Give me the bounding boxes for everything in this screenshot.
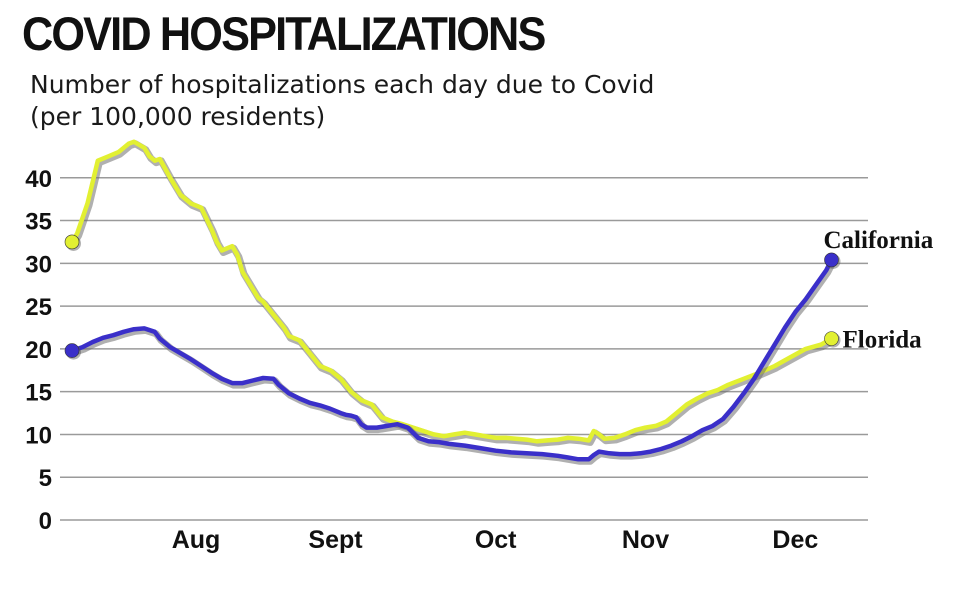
series-lines <box>69 139 837 465</box>
california-line-shadow <box>70 258 837 465</box>
florida-line-shadow <box>70 140 837 447</box>
california-end-marker <box>824 252 839 268</box>
y-tick-label: 10 <box>25 422 52 449</box>
series-labels: Florida California <box>824 227 934 354</box>
florida-start-marker <box>64 234 80 250</box>
gridlines <box>60 177 868 521</box>
california-series-label: California <box>824 227 934 254</box>
x-tick-label: Oct <box>475 526 517 554</box>
florida-line <box>69 139 834 444</box>
florida-end-marker <box>824 331 839 346</box>
subtitle-line-2: (per 100,000 residents) <box>30 102 326 131</box>
y-tick-label: 35 <box>25 209 52 236</box>
subtitle-line-1: Number of hospitalizations each day due … <box>30 70 655 99</box>
x-axis-ticks: Aug Sept Oct Nov Dec <box>172 526 819 554</box>
california-start-marker <box>64 343 80 358</box>
california-line <box>69 257 834 462</box>
y-tick-label: 25 <box>25 294 52 321</box>
y-axis-ticks: 0 5 10 15 20 25 30 35 40 <box>25 166 52 535</box>
y-tick-label: 0 <box>39 508 52 535</box>
florida-series-label: Florida <box>843 327 923 354</box>
y-tick-label: 40 <box>25 166 52 193</box>
x-tick-label: Sept <box>308 526 363 554</box>
y-tick-label: 5 <box>39 465 52 492</box>
x-tick-label: Dec <box>772 526 818 554</box>
y-tick-label: 15 <box>25 380 52 407</box>
y-tick-label: 20 <box>25 337 52 364</box>
x-tick-label: Nov <box>622 526 669 554</box>
y-tick-label: 30 <box>25 251 52 278</box>
chart-title: COVID HOSPITALIZATIONS <box>22 7 546 60</box>
x-tick-label: Aug <box>172 526 221 554</box>
series-markers <box>64 234 841 360</box>
